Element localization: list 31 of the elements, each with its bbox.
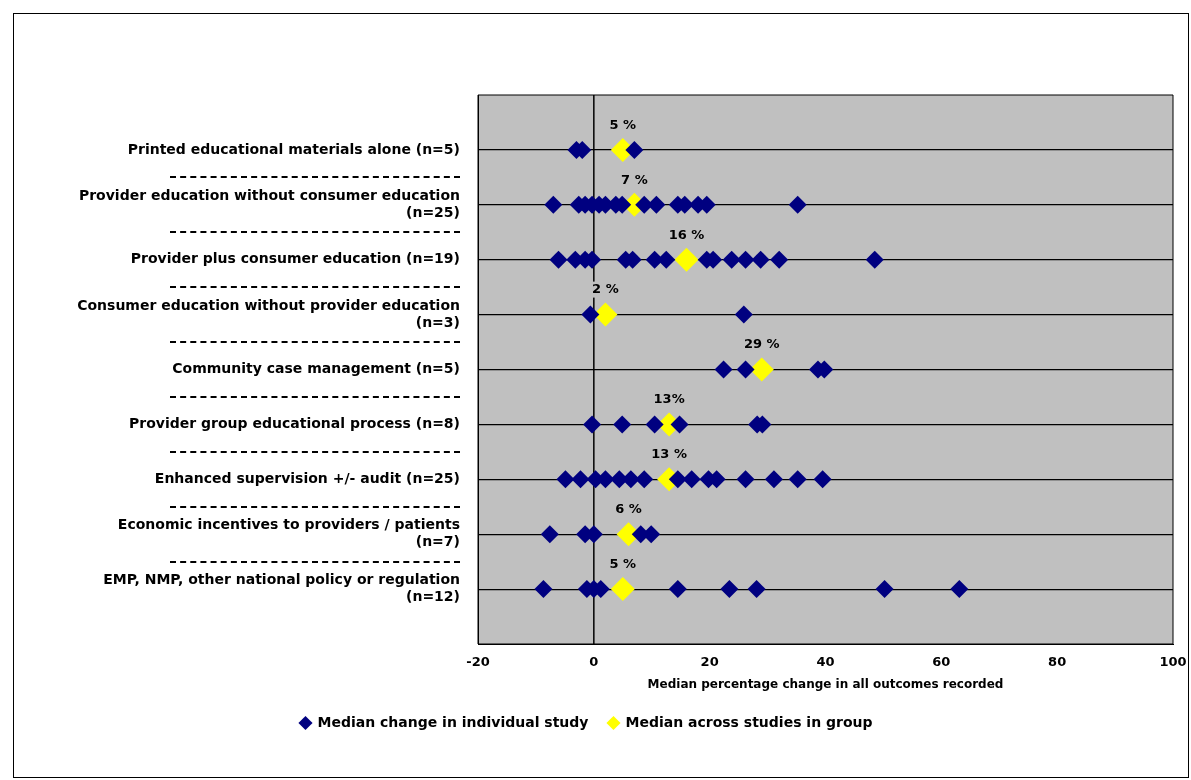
y-tick-label: Provider plus consumer education (n=19) [130,250,460,267]
data-label: 16 % [668,226,705,242]
point [593,302,618,327]
x-tick-label: -20 [466,654,490,670]
legend-label: Median change in individual study [317,713,589,730]
x-tick-label: 0 [589,654,599,670]
data-label: 5 % [609,116,637,132]
x-axis-title: Median percentage change in all outcomes recorded [647,676,1004,691]
x-tick-label: 60 [932,654,951,670]
data-label: 13% [653,391,685,407]
y-tick-label: Enhanced supervision +/- audit (n=25) [154,469,460,486]
x-tick-label: 20 [700,654,719,670]
x-tick-label: 80 [1048,654,1067,670]
data-label: 6 % [615,501,642,517]
legend-label: Median across studies in group [625,713,873,730]
y-tick-label: Community case management (n=5) [172,360,460,377]
y-tick-label: Printed educational materials alone (n=5) [127,140,460,157]
data-label: 13 % [651,446,687,462]
data-label: 29 % [743,336,780,352]
y-tick-label: Consumer education without provider education (n=3) [77,296,460,330]
data-label: 5 % [609,555,637,571]
y-tick-label: Provider education without consumer education (n=25) [78,187,460,220]
y-tick-label: EMP, NMP, other national policy or regulation (n=12) [103,571,460,605]
data-label: 7 % [621,171,648,187]
x-tick-label: 40 [816,654,835,670]
y-tick-label: Provider group educational process (n=8) [129,415,460,432]
data-label: 2 % [592,281,619,297]
y-tick-label: Economic incentives to providers / patients (n=7) [117,516,460,550]
point [610,577,635,602]
x-tick-label: 100 [1159,654,1187,670]
point [674,247,699,272]
